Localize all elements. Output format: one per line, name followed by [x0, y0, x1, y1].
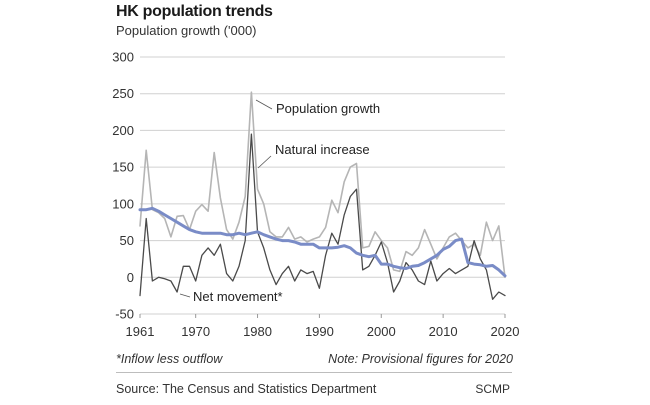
y-tick-label: 200 — [112, 123, 134, 138]
y-axis-ticks: -50 0 50 100 150 200 250 300 — [112, 50, 134, 322]
net-movement-label-leader — [179, 293, 191, 298]
series-lines — [138, 91, 507, 300]
y-tick-label: 300 — [112, 50, 134, 65]
series-labels: Population growth Natural increase Net mov… — [179, 99, 380, 304]
footnote-provisional: Note: Provisional figures for 2020 — [328, 352, 513, 366]
x-tick-label: 1961 — [126, 324, 155, 339]
y-tick-label: 150 — [112, 160, 134, 175]
brand-label: SCMP — [475, 382, 510, 396]
source-text: Source: The Census and Statistics Depart… — [116, 382, 377, 396]
x-tick-label: 2020 — [491, 324, 520, 339]
y-tick-label: 0 — [127, 270, 134, 285]
population-growth-label: Population growth — [276, 101, 380, 116]
chart-subtitle: Population growth ('000) — [116, 23, 257, 38]
y-tick-label: 100 — [112, 196, 134, 211]
population-growth-label-leader — [255, 99, 273, 110]
y-tick-label: -50 — [115, 307, 134, 322]
x-tick-label: 2010 — [429, 324, 458, 339]
x-tick-label: 1980 — [243, 324, 272, 339]
x-axis-ticks: 1961 1970 1980 1990 2000 2010 2020 — [126, 314, 520, 339]
population-growth-line — [139, 91, 506, 279]
x-tick-label: 1990 — [305, 324, 334, 339]
natural-increase-label-leader — [257, 155, 272, 169]
natural-increase-label: Natural increase — [275, 142, 370, 157]
net-movement-line — [139, 133, 506, 300]
line-chart: -50 0 50 100 150 200 250 300 1961 1970 1980 1990 20… — [112, 50, 520, 340]
source-divider — [116, 372, 512, 373]
net-movement-label: Net movement* — [193, 289, 283, 304]
footnote-inflow: *Inflow less outflow — [116, 352, 223, 366]
x-tick-label: 2000 — [367, 324, 396, 339]
y-tick-label: 50 — [120, 233, 134, 248]
chart-title: HK population trends — [116, 3, 273, 20]
y-tick-label: 250 — [112, 86, 134, 101]
natural-increase-line — [138, 206, 507, 278]
gridlines — [140, 56, 505, 315]
x-tick-label: 1970 — [181, 324, 210, 339]
